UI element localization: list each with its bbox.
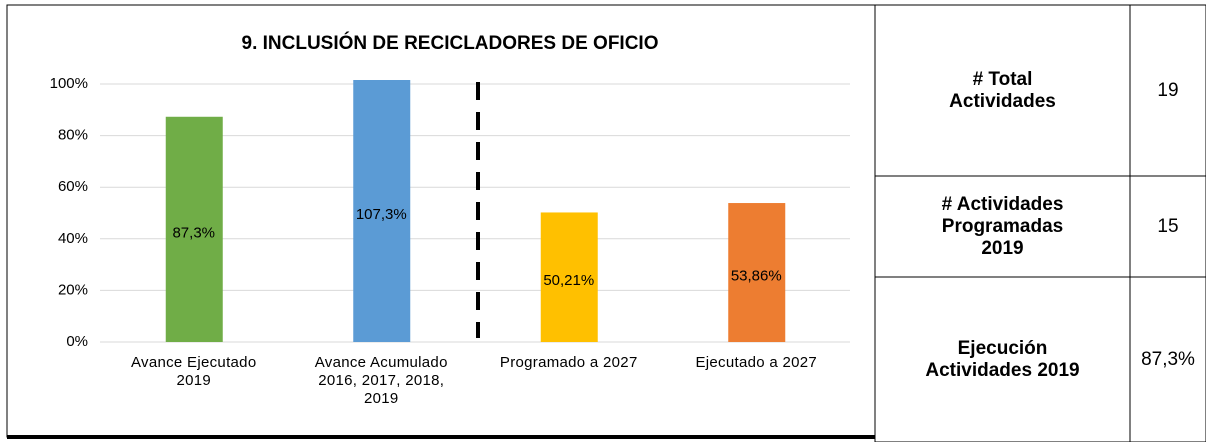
y-tick-label: 100% [50, 75, 88, 92]
data-label: 50,21% [543, 272, 594, 289]
table-label: # Total Actividades [875, 5, 1130, 176]
data-label: 53,86% [731, 267, 782, 284]
label-line: Actividades [949, 90, 1056, 112]
label-line: Ejecución [957, 337, 1048, 359]
table-label: # Actividades Programadas 2019 [875, 176, 1130, 277]
x-tick-label: Avance Ejecutado 2019 [131, 354, 257, 389]
table-value: 15 [1157, 215, 1179, 237]
y-tick-label: 40% [58, 230, 88, 247]
data-label: 107,3% [356, 206, 407, 223]
label-line: Programadas [941, 215, 1064, 237]
label-line: 2019 [981, 237, 1024, 259]
table-value: 19 [1157, 79, 1179, 101]
bar [165, 116, 223, 343]
y-tick-label: 20% [58, 281, 88, 298]
table-value: 87,3% [1141, 348, 1195, 370]
table-label: Ejecución Actividades 2019 [875, 277, 1130, 442]
data-label: 87,3% [172, 224, 215, 241]
x-tick-label: Ejecutado a 2027 [695, 354, 818, 371]
table-border [874, 4, 1206, 442]
label-line: # Total [972, 68, 1033, 90]
bar [540, 212, 598, 342]
y-tick-label: 80% [58, 127, 88, 144]
label-line: Actividades 2019 [925, 359, 1080, 381]
bar [353, 80, 411, 342]
bar [728, 203, 786, 342]
x-tick-label: Avance Acumulado 2016, 2017, 2018, 2019 [314, 354, 448, 407]
y-tick-label: 60% [58, 178, 88, 195]
y-tick-label: 0% [66, 333, 88, 350]
label-line: # Actividades [941, 193, 1064, 215]
chart-title: 9. INCLUSIÓN DE RECICLADORES DE OFICIO [242, 32, 659, 54]
x-tick-label: Programado a 2027 [499, 354, 638, 371]
